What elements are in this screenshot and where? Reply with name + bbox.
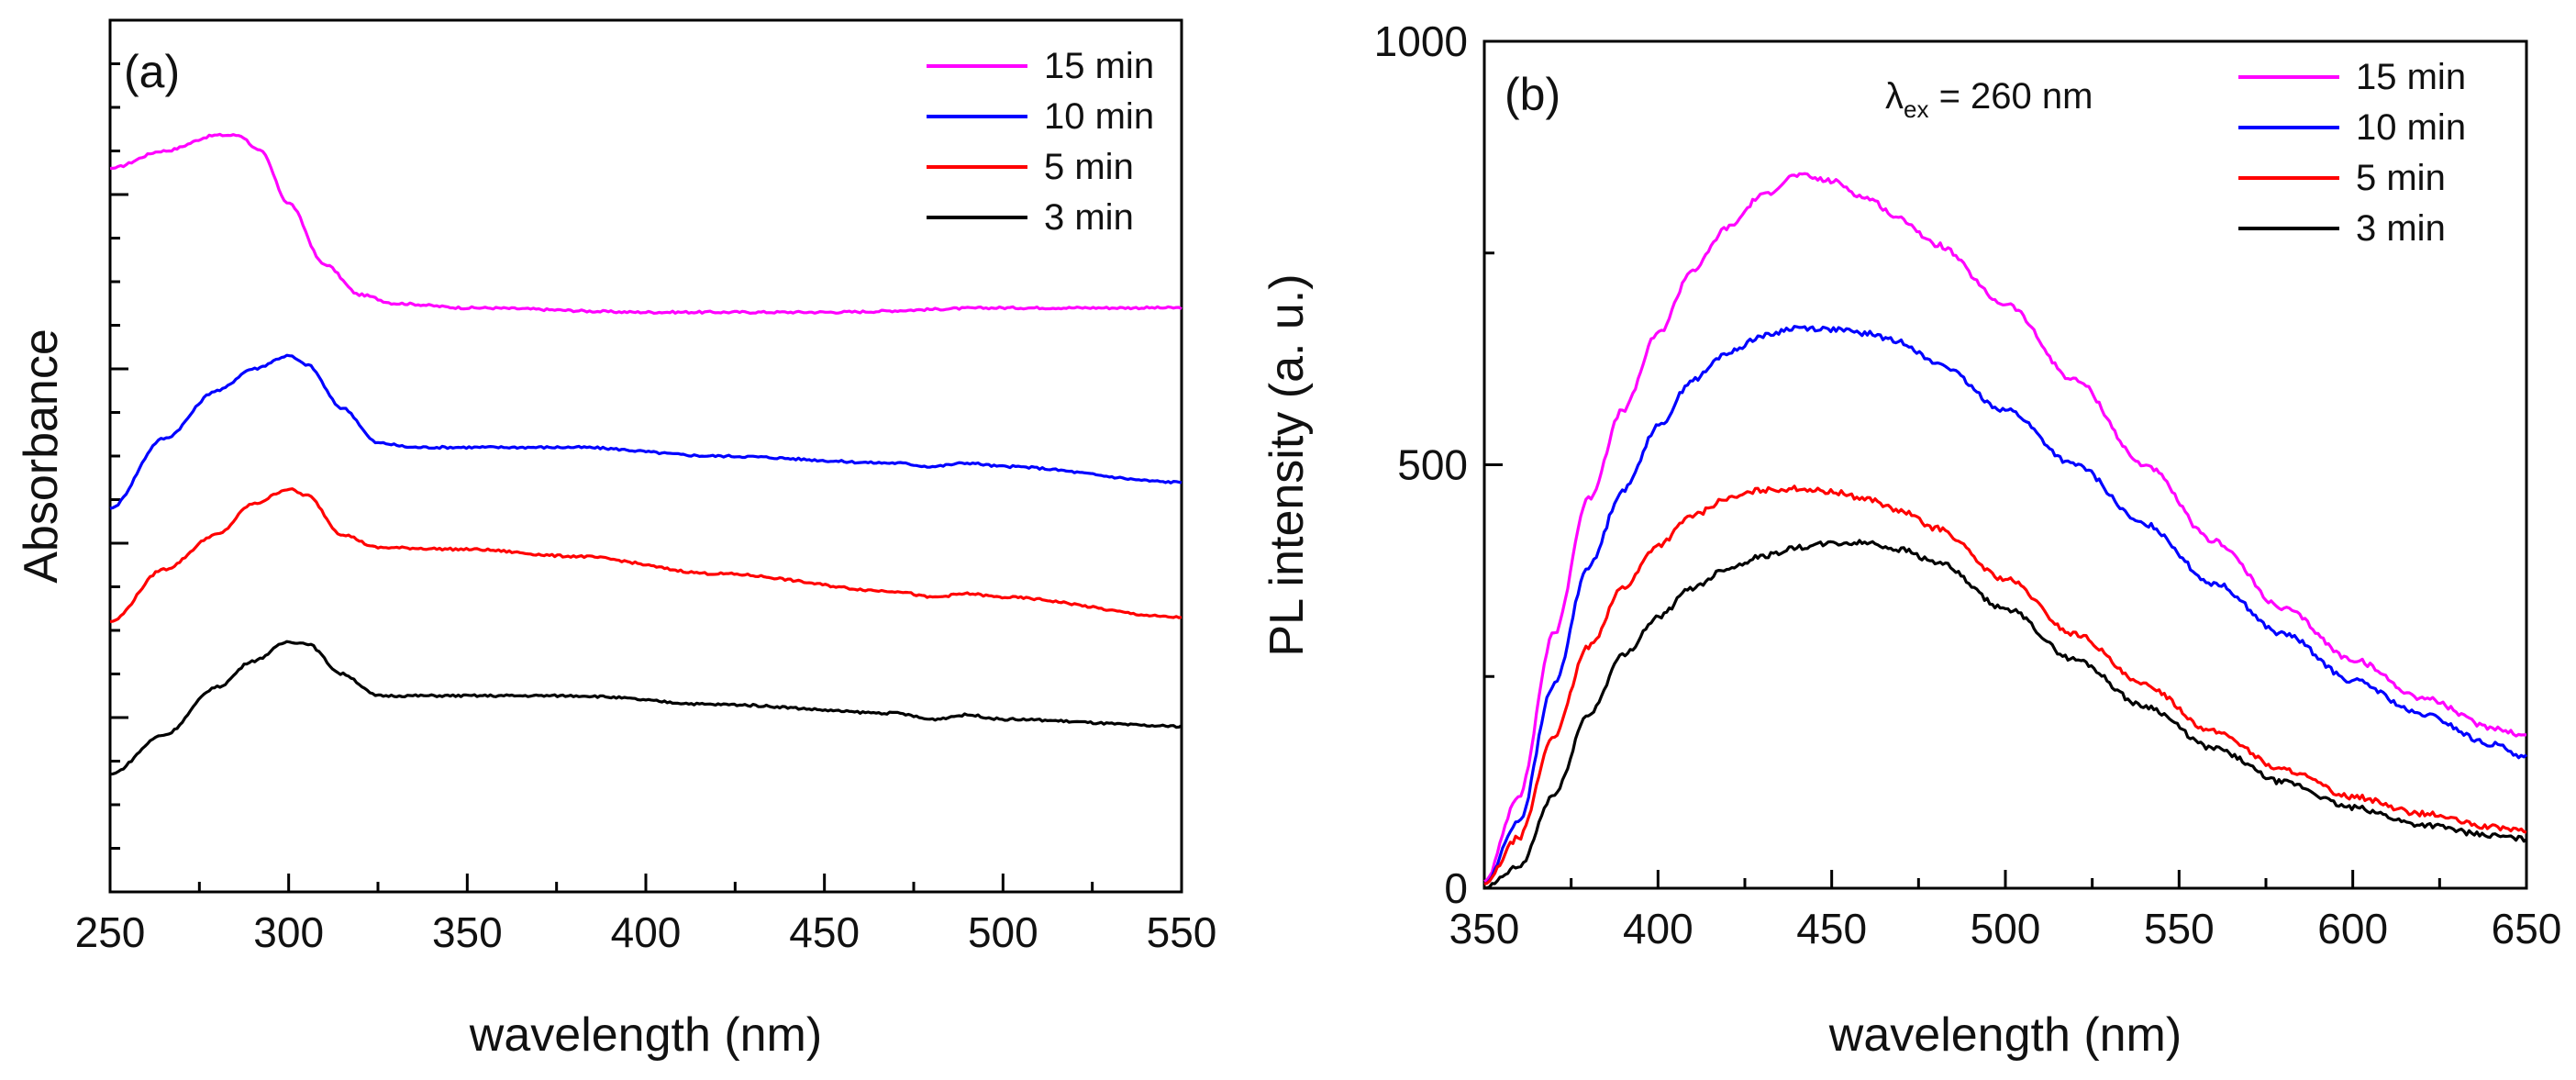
series-group-a bbox=[109, 132, 1183, 776]
x-tick-label-a-550: 550 bbox=[1147, 908, 1217, 956]
panel-a: 250 300 350 400 450 500 550 15 min 10 min 5 min 3… bbox=[15, 18, 1217, 1062]
legend-label-b-3-min: 3 min bbox=[2356, 208, 2446, 249]
x-tick-label-b-450: 450 bbox=[1796, 905, 1867, 952]
y-tick-label-b-0: 0 bbox=[1444, 864, 1468, 912]
series-line-b-15-min bbox=[1483, 172, 2527, 884]
panel-label-a: (a) bbox=[124, 46, 180, 97]
legend-label-a-10-min: 10 min bbox=[1044, 96, 1154, 137]
y-axis-title-b: PL intensity (a. u.) bbox=[1260, 273, 1314, 656]
panel-b: 0 500 1000 350 400 450 500 550 600 650 15 min 10 … bbox=[1260, 17, 2561, 1062]
series-line-a-10-min bbox=[109, 353, 1183, 510]
y-axis-title-a: Absorbance bbox=[15, 328, 68, 584]
x-tick-label-b-350: 350 bbox=[1449, 905, 1520, 952]
x-tick-label-a-400: 400 bbox=[611, 908, 682, 956]
panel-label-b: (b) bbox=[1505, 69, 1560, 120]
legend-label-a-3-min: 3 min bbox=[1044, 197, 1134, 238]
y-tick-label-b-500: 500 bbox=[1397, 441, 1468, 489]
series-line-b-5-min bbox=[1483, 484, 2527, 885]
annotation-value: = 260 nm bbox=[1928, 76, 2093, 117]
x-ticks-a: 250 300 350 400 450 500 550 bbox=[75, 874, 1217, 956]
x-axis-title-b: wavelength (nm) bbox=[1828, 1008, 2182, 1062]
plot-frame-a bbox=[108, 18, 1183, 894]
annotation-subscript: ex bbox=[1904, 95, 1928, 123]
x-tick-label-b-400: 400 bbox=[1623, 905, 1693, 952]
legend-label-b-5-min: 5 min bbox=[2356, 158, 2446, 198]
legend-label-b-15-min: 15 min bbox=[2356, 57, 2466, 97]
series-group-b bbox=[1483, 172, 2528, 890]
x-tick-label-b-650: 650 bbox=[2492, 905, 2562, 952]
series-line-a-15-min bbox=[109, 132, 1183, 315]
legend-label-a-15-min: 15 min bbox=[1044, 46, 1154, 86]
y-tick-label-b-1000: 1000 bbox=[1374, 17, 1468, 65]
legend-a: 15 min 10 min 5 min 3 min bbox=[927, 46, 1154, 238]
series-line-b-3-min bbox=[1483, 539, 2527, 890]
y-ticks-b: 0 500 1000 bbox=[1374, 17, 1503, 912]
x-tick-label-a-500: 500 bbox=[968, 908, 1038, 956]
x-tick-label-a-350: 350 bbox=[432, 908, 503, 956]
x-ticks-b: 350 400 450 500 550 600 650 bbox=[1449, 870, 2562, 952]
x-tick-label-b-550: 550 bbox=[2144, 905, 2215, 952]
series-line-a-3-min bbox=[109, 640, 1183, 776]
series-line-a-5-min bbox=[109, 487, 1183, 624]
x-tick-label-b-500: 500 bbox=[1971, 905, 2041, 952]
x-tick-label-a-450: 450 bbox=[789, 908, 860, 956]
x-tick-label-a-300: 300 bbox=[253, 908, 324, 956]
y-ticks-a bbox=[110, 62, 128, 850]
excitation-annotation: λex = 260 nm bbox=[1885, 76, 2093, 123]
legend-label-a-5-min: 5 min bbox=[1044, 147, 1134, 187]
x-tick-label-b-600: 600 bbox=[2317, 905, 2388, 952]
legend-label-b-10-min: 10 min bbox=[2356, 107, 2466, 148]
annotation-lambda: λ bbox=[1885, 76, 1904, 117]
x-axis-title-a: wavelength (nm) bbox=[469, 1008, 822, 1062]
legend-b: 15 min 10 min 5 min 3 min bbox=[2238, 57, 2466, 249]
series-line-b-10-min bbox=[1483, 325, 2528, 885]
x-tick-label-a-250: 250 bbox=[75, 908, 146, 956]
